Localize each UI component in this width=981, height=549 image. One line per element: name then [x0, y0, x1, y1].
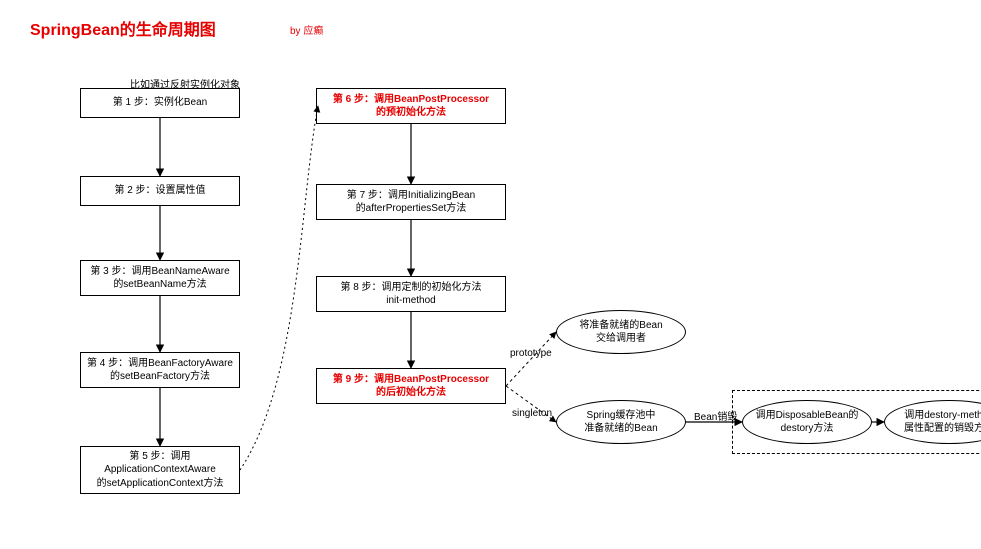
diagram-subtitle: by 应癫 — [290, 22, 323, 37]
flow-node-e2: Spring缓存池中准备就绪的Bean — [556, 400, 686, 444]
flow-node-n6: 第 6 步：调用BeanPostProcessor的预初始化方法 — [316, 88, 506, 124]
edge-label: singleton — [512, 408, 552, 419]
flow-node-n3: 第 3 步：调用BeanNameAware的setBeanName方法 — [80, 260, 240, 296]
flow-node-e1: 将准备就绪的Bean交给调用者 — [556, 310, 686, 354]
flow-node-n5: 第 5 步：调用ApplicationContextAware的setAppli… — [80, 446, 240, 494]
diagram-title: SpringBean的生命周期图 — [30, 16, 216, 40]
flow-node-n8: 第 8 步：调用定制的初始化方法init-method — [316, 276, 506, 312]
flow-node-n4: 第 4 步：调用BeanFactoryAware的setBeanFactory方… — [80, 352, 240, 388]
flow-node-n9: 第 9 步：调用BeanPostProcessor的后初始化方法 — [316, 368, 506, 404]
edge-label: Bean销毁 — [694, 408, 737, 423]
flow-node-n1: 第 1 步：实例化Bean — [80, 88, 240, 118]
edge-label: prototype — [510, 348, 552, 359]
flow-node-n7: 第 7 步：调用InitializingBean的afterProperties… — [316, 184, 506, 220]
flow-node-e3: 调用DisposableBean的destory方法 — [742, 400, 872, 444]
flow-node-n2: 第 2 步：设置属性值 — [80, 176, 240, 206]
